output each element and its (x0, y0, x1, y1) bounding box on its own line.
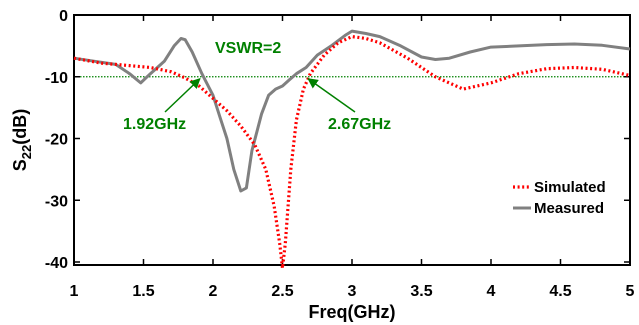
y-axis-title-main: S (10, 159, 30, 171)
legend-label-measured: Measured (534, 200, 604, 217)
x-tick-label: 2.5 (271, 283, 293, 300)
x-tick-label: 2 (209, 283, 218, 300)
x-tick-label: 1 (70, 283, 79, 300)
y-tick-label: -20 (45, 132, 68, 149)
plot-area: 1 1.5 2 2.5 3 3.5 4 4.5 5 0 -10 -20 -30 -40 Freq(GHz) S… (10, 8, 635, 322)
x-tick-label: 4 (487, 283, 496, 300)
annotation-label-1: 1.92GHz (123, 116, 186, 133)
legend-label-simulated: Simulated (534, 179, 606, 196)
y-tick-label: -40 (45, 255, 68, 272)
annotation-label-2: 2.67GHz (328, 116, 391, 133)
y-tick-label: 0 (59, 8, 68, 25)
plot-frame (73, 14, 631, 266)
annotation-arrow-2 (307, 78, 356, 113)
x-tick-label: 5 (626, 283, 635, 300)
series-line-measured (73, 29, 631, 193)
x-tick-label: 3.5 (410, 283, 432, 300)
x-tick-label: 3 (348, 283, 357, 300)
annotation-arrow-1 (164, 78, 201, 113)
x-tick-label: 1.5 (132, 283, 154, 300)
y-tick-label: -10 (45, 70, 68, 87)
vswr-label: VSWR=2 (215, 40, 281, 57)
y-axis-title-unit: (dB) (10, 109, 30, 145)
series-line-simulated (73, 35, 631, 270)
y-axis-title-subscript: 22 (19, 145, 34, 159)
x-axis-title: Freq(GHz) (309, 302, 396, 322)
y-tick-label: -30 (45, 193, 68, 210)
x-tick-label: 4.5 (549, 283, 571, 300)
y-axis-title: S22(dB) (10, 109, 34, 171)
